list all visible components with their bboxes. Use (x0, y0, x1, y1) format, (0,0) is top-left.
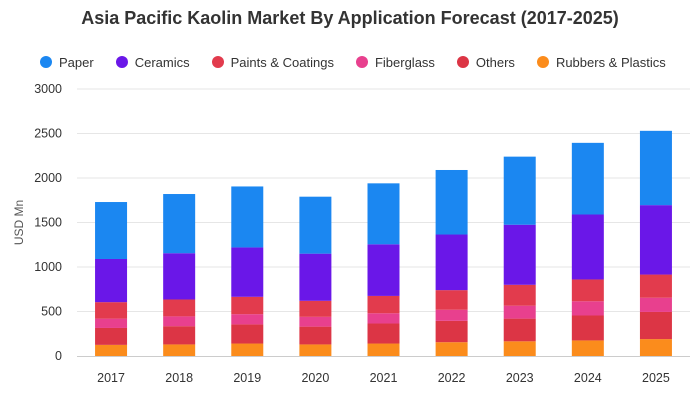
legend-item[interactable]: Paper (40, 55, 94, 70)
bar-segment (639, 339, 672, 356)
bar-segment (435, 320, 468, 343)
y-tick-label: 3000 (34, 82, 62, 96)
legend-label: Others (475, 54, 515, 70)
x-tick-label: 2025 (642, 371, 670, 385)
bar-segment (163, 326, 196, 345)
x-tick-label: 2019 (233, 371, 261, 385)
legend-label: Paints & Coatings (230, 54, 334, 70)
legend-item[interactable]: Ceramics (115, 54, 190, 70)
legend-label: Paper (59, 54, 94, 70)
bar-segment (299, 316, 332, 327)
y-tick-label: 0 (55, 349, 62, 363)
bar-segment (95, 327, 128, 345)
legend-item[interactable]: Others (456, 54, 515, 70)
bar-segment (435, 234, 468, 291)
chart-legend: Paper Ceramics Paints & Coatings Fiberglass… (40, 53, 688, 71)
bar-segment (95, 258, 128, 303)
y-tick-label: 1000 (34, 260, 62, 274)
x-tick-label: 2022 (438, 371, 466, 385)
bar-segment (503, 318, 536, 342)
bar-segment (503, 305, 536, 319)
bar-segment (571, 315, 604, 341)
bar-segment (639, 297, 672, 312)
legend-swatch (536, 56, 549, 68)
bar-segment (571, 142, 604, 215)
bar-segment (231, 324, 264, 344)
y-tick-label: 500 (41, 305, 62, 319)
x-tick-label: 2017 (97, 371, 125, 385)
bar-segment (299, 344, 332, 356)
legend-swatch (355, 56, 368, 68)
bar-segment (299, 196, 332, 254)
bar-segment (95, 202, 128, 259)
bar-segment (163, 299, 196, 317)
legend-swatch (40, 56, 52, 68)
bar-segment (231, 314, 264, 325)
bar-segment (299, 253, 332, 301)
bar-segment (435, 169, 468, 235)
bar-segment (503, 156, 536, 225)
bar-segment (503, 284, 536, 306)
x-tick-label: 2024 (574, 371, 602, 385)
bar-segment (367, 295, 400, 314)
bar-segment (367, 313, 400, 324)
bar-segment (367, 323, 400, 344)
bar-segment (163, 316, 196, 327)
y-tick-label: 2000 (34, 171, 62, 185)
legend-label: Ceramics (134, 54, 190, 70)
x-tick-label: 2023 (506, 371, 534, 385)
bar-segment (639, 274, 672, 298)
bar-segment (299, 300, 332, 317)
y-axis-label: USD Mn (12, 200, 26, 245)
bar-segment (571, 301, 604, 316)
bar-segment (163, 194, 196, 254)
legend-item[interactable]: Fiberglass (355, 54, 435, 70)
legend-swatch (456, 56, 469, 68)
y-tick-label: 2500 (34, 127, 62, 141)
bar-segment (571, 340, 604, 356)
bar-segment (231, 247, 264, 297)
legend-item[interactable]: Rubbers & Plastics (536, 54, 666, 70)
legend-label: Rubbers & Plastics (555, 54, 666, 70)
bar-segment (231, 186, 264, 248)
bar-segment (571, 214, 604, 280)
bar-segment (435, 309, 468, 321)
legend-label: Fiberglass (374, 54, 435, 70)
bar-segment (503, 341, 536, 356)
bar-segment (571, 279, 604, 302)
bar-segment (231, 296, 264, 315)
y-tick-label: 1500 (34, 216, 62, 230)
bar-segment (503, 224, 536, 285)
chart-title: Asia Pacific Kaolin Market By Applicatio… (81, 8, 619, 28)
x-tick-label: 2021 (370, 371, 398, 385)
legend-swatch (211, 56, 224, 68)
bar-segment (367, 183, 400, 245)
bar-segment (95, 318, 128, 328)
bar-segment (95, 344, 128, 356)
bar-segment (435, 290, 468, 310)
bar-segment (163, 344, 196, 356)
bar-segment (639, 130, 672, 206)
legend-item[interactable]: Paints & Coatings (211, 54, 334, 70)
x-tick-label: 2018 (165, 371, 193, 385)
bar-segment (367, 343, 400, 356)
bar-segment (367, 244, 400, 296)
bar-segment (435, 342, 468, 356)
bar-segment (639, 311, 672, 340)
bar-segment (231, 343, 264, 356)
x-tick-label: 2020 (301, 371, 329, 385)
bar-segment (163, 253, 196, 300)
bar-segment (95, 302, 128, 319)
bar-segment (299, 326, 332, 345)
legend-swatch (115, 56, 128, 68)
bar-segment (639, 205, 672, 275)
